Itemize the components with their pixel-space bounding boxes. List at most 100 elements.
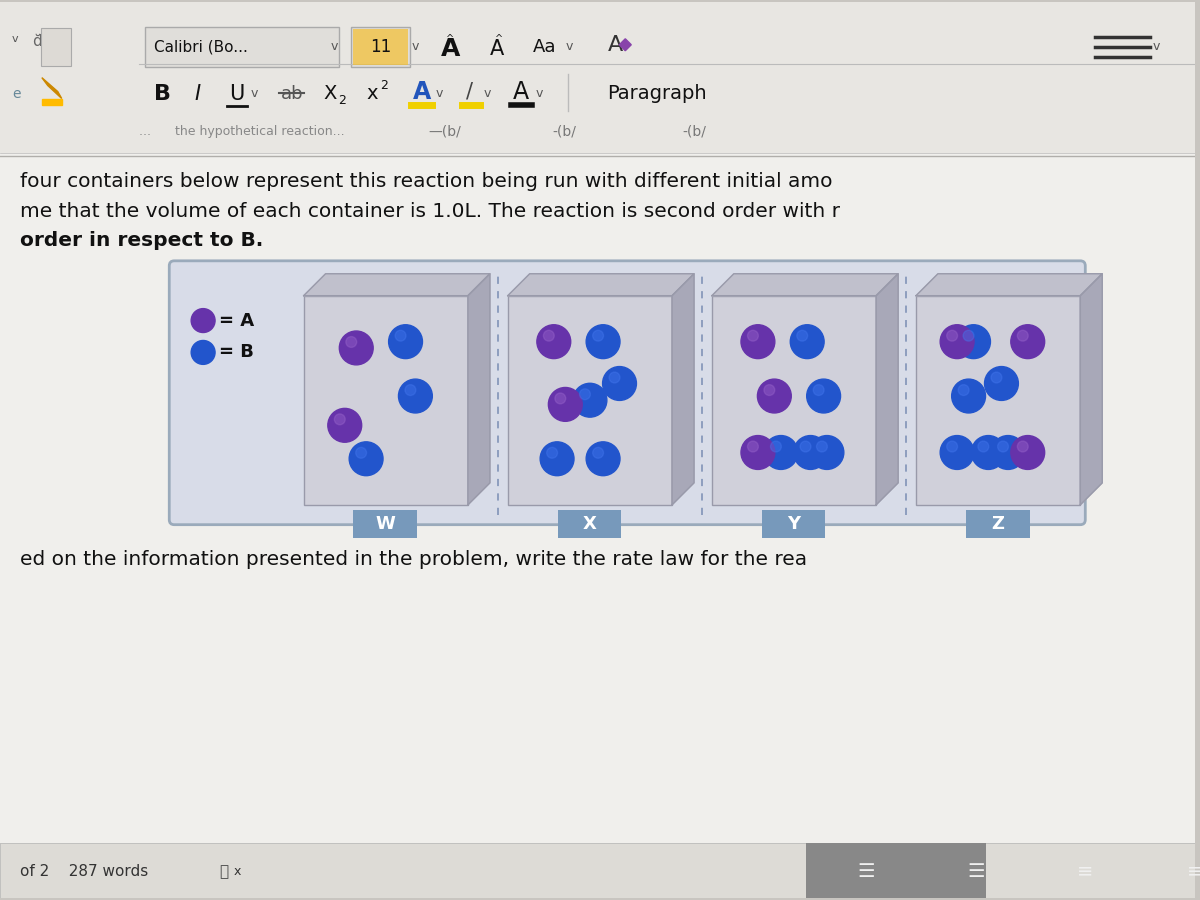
Text: v: v <box>535 87 544 100</box>
Circle shape <box>544 330 554 341</box>
Text: —(b/: —(b/ <box>428 124 461 139</box>
Text: 11: 11 <box>370 38 391 56</box>
Circle shape <box>1018 330 1028 341</box>
Polygon shape <box>916 274 1103 296</box>
Text: four containers below represent this reaction being run with different initial a: four containers below represent this rea… <box>20 172 833 191</box>
Circle shape <box>991 436 1025 470</box>
Circle shape <box>956 325 990 358</box>
Text: v: v <box>251 87 258 100</box>
Circle shape <box>536 325 571 358</box>
Polygon shape <box>619 39 631 50</box>
Polygon shape <box>876 274 898 505</box>
Text: ⌷: ⌷ <box>220 864 228 878</box>
Circle shape <box>335 414 346 425</box>
Circle shape <box>991 372 1002 382</box>
FancyBboxPatch shape <box>558 509 622 537</box>
Circle shape <box>806 379 840 413</box>
Circle shape <box>1010 325 1045 358</box>
Circle shape <box>580 389 590 400</box>
Bar <box>0 843 1195 898</box>
Text: Y: Y <box>787 515 800 533</box>
Text: ^: ^ <box>446 34 454 44</box>
Text: A: A <box>490 39 504 58</box>
FancyBboxPatch shape <box>169 261 1085 525</box>
Circle shape <box>958 384 970 395</box>
Circle shape <box>1010 436 1045 470</box>
Bar <box>806 843 985 898</box>
Text: Calibri (Bo...: Calibri (Bo... <box>155 40 248 54</box>
Text: order in respect to B.: order in respect to B. <box>20 231 263 250</box>
Circle shape <box>398 379 432 413</box>
Circle shape <box>547 447 558 458</box>
Text: I: I <box>194 84 200 104</box>
Circle shape <box>947 330 958 341</box>
Circle shape <box>548 388 582 421</box>
Circle shape <box>940 436 974 470</box>
Circle shape <box>770 441 781 452</box>
Circle shape <box>797 330 808 341</box>
Circle shape <box>984 366 1019 400</box>
Text: -(b/: -(b/ <box>553 124 576 139</box>
Circle shape <box>191 309 215 332</box>
Circle shape <box>602 366 636 400</box>
Circle shape <box>540 442 574 476</box>
Text: B: B <box>155 84 172 104</box>
Bar <box>0 153 1195 843</box>
Text: v: v <box>484 87 491 100</box>
Text: ☰: ☰ <box>858 861 875 881</box>
Text: Paragraph: Paragraph <box>607 84 707 103</box>
Text: v: v <box>12 34 18 44</box>
Text: v: v <box>436 87 444 100</box>
Circle shape <box>947 441 958 452</box>
Circle shape <box>800 441 811 452</box>
Text: ≡: ≡ <box>1187 861 1200 881</box>
Polygon shape <box>42 98 61 105</box>
Circle shape <box>952 379 985 413</box>
Text: A: A <box>413 79 432 104</box>
FancyBboxPatch shape <box>145 27 338 67</box>
Text: /: / <box>466 82 473 102</box>
FancyBboxPatch shape <box>966 509 1030 537</box>
Polygon shape <box>508 274 694 296</box>
Circle shape <box>346 337 356 347</box>
Circle shape <box>748 330 758 341</box>
Bar <box>354 29 408 65</box>
Text: A: A <box>512 79 529 104</box>
Text: X: X <box>582 515 596 533</box>
Text: 2: 2 <box>338 94 347 107</box>
Circle shape <box>740 325 775 358</box>
Text: e: e <box>12 86 20 101</box>
Circle shape <box>355 447 366 458</box>
Text: = A: = A <box>220 311 254 329</box>
Text: ...      the hypothetical reaction...: ... the hypothetical reaction... <box>139 125 346 138</box>
Circle shape <box>395 330 406 341</box>
Text: ab: ab <box>281 85 304 103</box>
Circle shape <box>191 340 215 364</box>
Circle shape <box>748 441 758 452</box>
Text: v: v <box>1153 40 1160 53</box>
Text: = B: = B <box>220 344 254 362</box>
Bar <box>712 296 876 505</box>
Circle shape <box>816 441 827 452</box>
Circle shape <box>764 384 775 395</box>
Text: U: U <box>229 84 245 104</box>
Bar <box>916 296 1080 505</box>
Circle shape <box>793 436 828 470</box>
Text: me that the volume of each container is 1.0L. The reaction is second order with : me that the volume of each container is … <box>20 202 840 220</box>
Text: ed on the information presented in the problem, write the rate law for the rea: ed on the information presented in the p… <box>20 550 808 569</box>
Polygon shape <box>1080 274 1103 505</box>
Text: Z: Z <box>991 515 1004 533</box>
Circle shape <box>810 436 844 470</box>
Circle shape <box>586 442 620 476</box>
Text: v: v <box>330 40 338 53</box>
Text: A: A <box>607 35 623 55</box>
Text: v: v <box>412 40 419 53</box>
Text: 2: 2 <box>380 79 389 92</box>
Circle shape <box>978 441 989 452</box>
Text: x: x <box>366 84 378 103</box>
Bar <box>304 296 468 505</box>
Circle shape <box>574 383 607 417</box>
Text: v: v <box>565 40 572 53</box>
Text: W: W <box>376 515 395 533</box>
Text: X: X <box>324 84 337 103</box>
